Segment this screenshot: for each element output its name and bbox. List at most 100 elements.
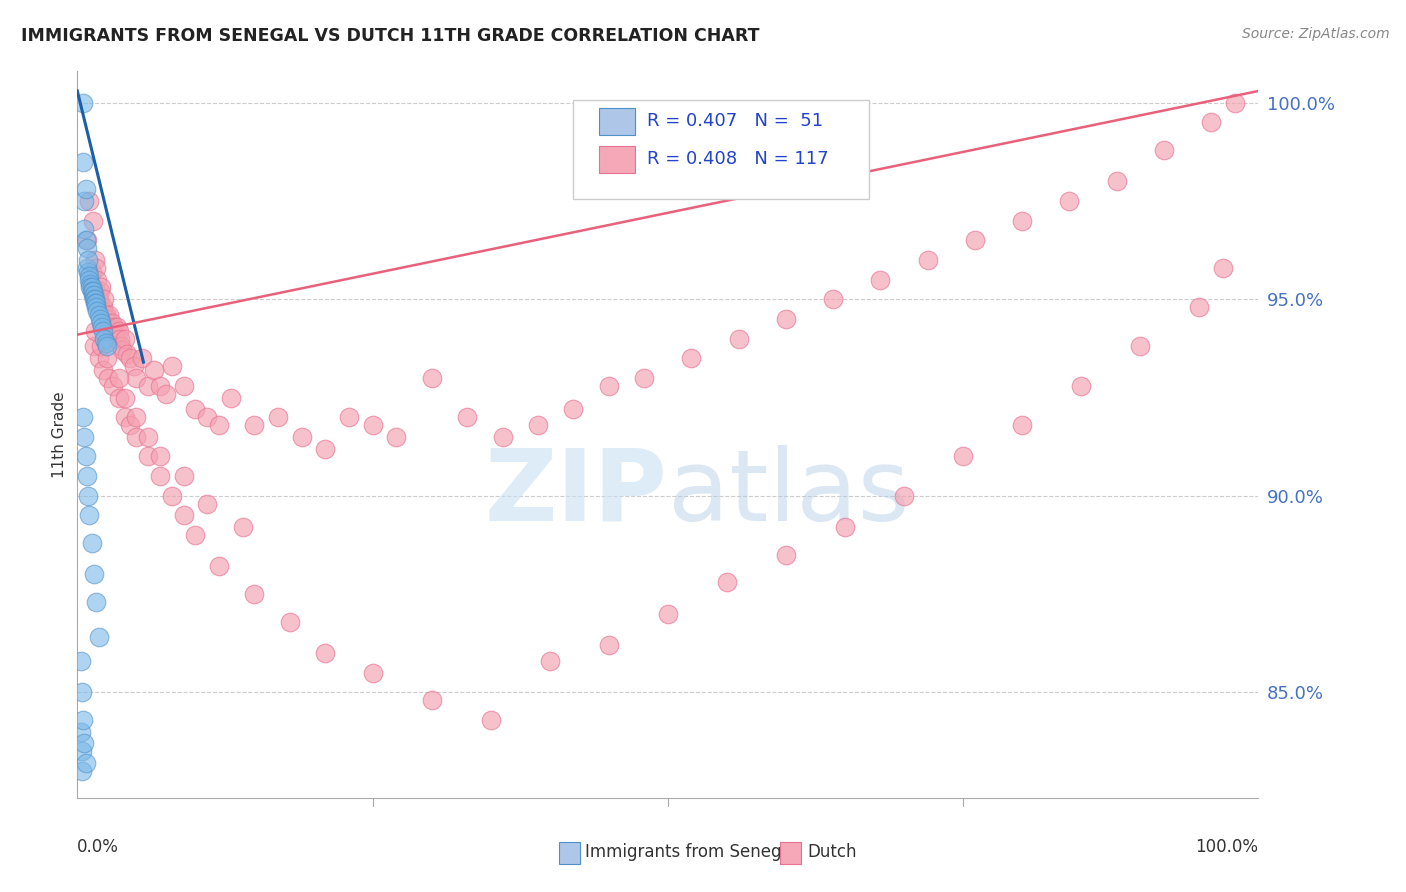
- Point: [70, 654, 93, 668]
- Point: [136, 378, 159, 392]
- Point: [87, 630, 110, 644]
- Point: [108, 332, 131, 346]
- Point: [72, 95, 94, 110]
- Point: [82, 285, 104, 299]
- Point: [91, 363, 114, 377]
- Point: [77, 508, 100, 523]
- Point: [77, 252, 100, 267]
- Text: Source: ZipAtlas.com: Source: ZipAtlas.com: [1241, 27, 1389, 41]
- Text: R = 0.408   N = 117: R = 0.408 N = 117: [647, 150, 828, 168]
- Point: [76, 233, 98, 247]
- Point: [1011, 213, 1033, 227]
- Point: [89, 285, 111, 299]
- Point: [98, 308, 121, 322]
- Text: Immigrants from Senegal: Immigrants from Senegal: [585, 843, 796, 861]
- Point: [77, 272, 100, 286]
- Point: [84, 293, 107, 307]
- Point: [160, 359, 183, 373]
- Point: [598, 378, 620, 392]
- Point: [195, 410, 218, 425]
- Point: [160, 489, 183, 503]
- Point: [77, 194, 100, 208]
- Point: [100, 316, 122, 330]
- Bar: [780, 842, 801, 863]
- Point: [232, 520, 254, 534]
- Point: [314, 442, 336, 456]
- Text: 0.0%: 0.0%: [77, 838, 120, 856]
- Point: [1129, 339, 1152, 353]
- Point: [184, 402, 207, 417]
- Point: [90, 300, 112, 314]
- Point: [87, 308, 110, 322]
- Point: [94, 335, 117, 350]
- Point: [963, 233, 986, 247]
- Point: [1188, 300, 1211, 314]
- Point: [96, 339, 118, 353]
- Point: [136, 430, 159, 444]
- Point: [107, 371, 129, 385]
- Point: [834, 520, 856, 534]
- Point: [633, 371, 655, 385]
- Point: [86, 304, 108, 318]
- FancyBboxPatch shape: [574, 101, 869, 199]
- Point: [77, 489, 100, 503]
- Point: [149, 378, 172, 392]
- Point: [72, 154, 94, 169]
- Point: [727, 332, 749, 346]
- Point: [72, 410, 94, 425]
- Point: [107, 391, 129, 405]
- Point: [136, 450, 159, 464]
- Point: [1070, 378, 1092, 392]
- Point: [80, 285, 103, 299]
- Point: [84, 260, 107, 275]
- Point: [70, 685, 93, 699]
- Point: [125, 371, 148, 385]
- Point: [120, 417, 142, 432]
- Point: [75, 450, 97, 464]
- Point: [73, 194, 96, 208]
- Point: [84, 285, 107, 299]
- Point: [84, 296, 107, 310]
- Point: [70, 724, 93, 739]
- Point: [87, 351, 110, 366]
- Point: [76, 260, 98, 275]
- Point: [90, 316, 112, 330]
- Point: [101, 378, 124, 392]
- Point: [114, 332, 136, 346]
- Point: [420, 371, 443, 385]
- Point: [538, 654, 561, 668]
- Point: [91, 324, 114, 338]
- Point: [83, 339, 105, 353]
- Point: [893, 489, 915, 503]
- Point: [90, 280, 112, 294]
- Bar: [599, 108, 634, 136]
- Point: [716, 575, 738, 590]
- Point: [75, 233, 97, 247]
- Point: [1153, 143, 1175, 157]
- Point: [84, 296, 107, 310]
- Point: [76, 469, 98, 483]
- Point: [149, 450, 172, 464]
- Point: [77, 265, 100, 279]
- Point: [103, 319, 125, 334]
- Point: [107, 324, 129, 338]
- Point: [82, 213, 104, 227]
- Point: [84, 252, 107, 267]
- Text: Dutch: Dutch: [807, 843, 856, 861]
- Point: [93, 332, 115, 346]
- Point: [1212, 260, 1234, 275]
- Point: [243, 587, 266, 601]
- Point: [104, 327, 127, 342]
- Point: [87, 293, 110, 307]
- Point: [952, 450, 974, 464]
- Point: [120, 351, 142, 366]
- Point: [122, 359, 145, 373]
- Point: [114, 391, 136, 405]
- Point: [101, 324, 124, 338]
- Point: [1105, 174, 1128, 188]
- Point: [84, 324, 107, 338]
- Point: [70, 764, 93, 778]
- Point: [456, 410, 478, 425]
- Y-axis label: 11th Grade: 11th Grade: [52, 392, 67, 478]
- Point: [73, 736, 96, 750]
